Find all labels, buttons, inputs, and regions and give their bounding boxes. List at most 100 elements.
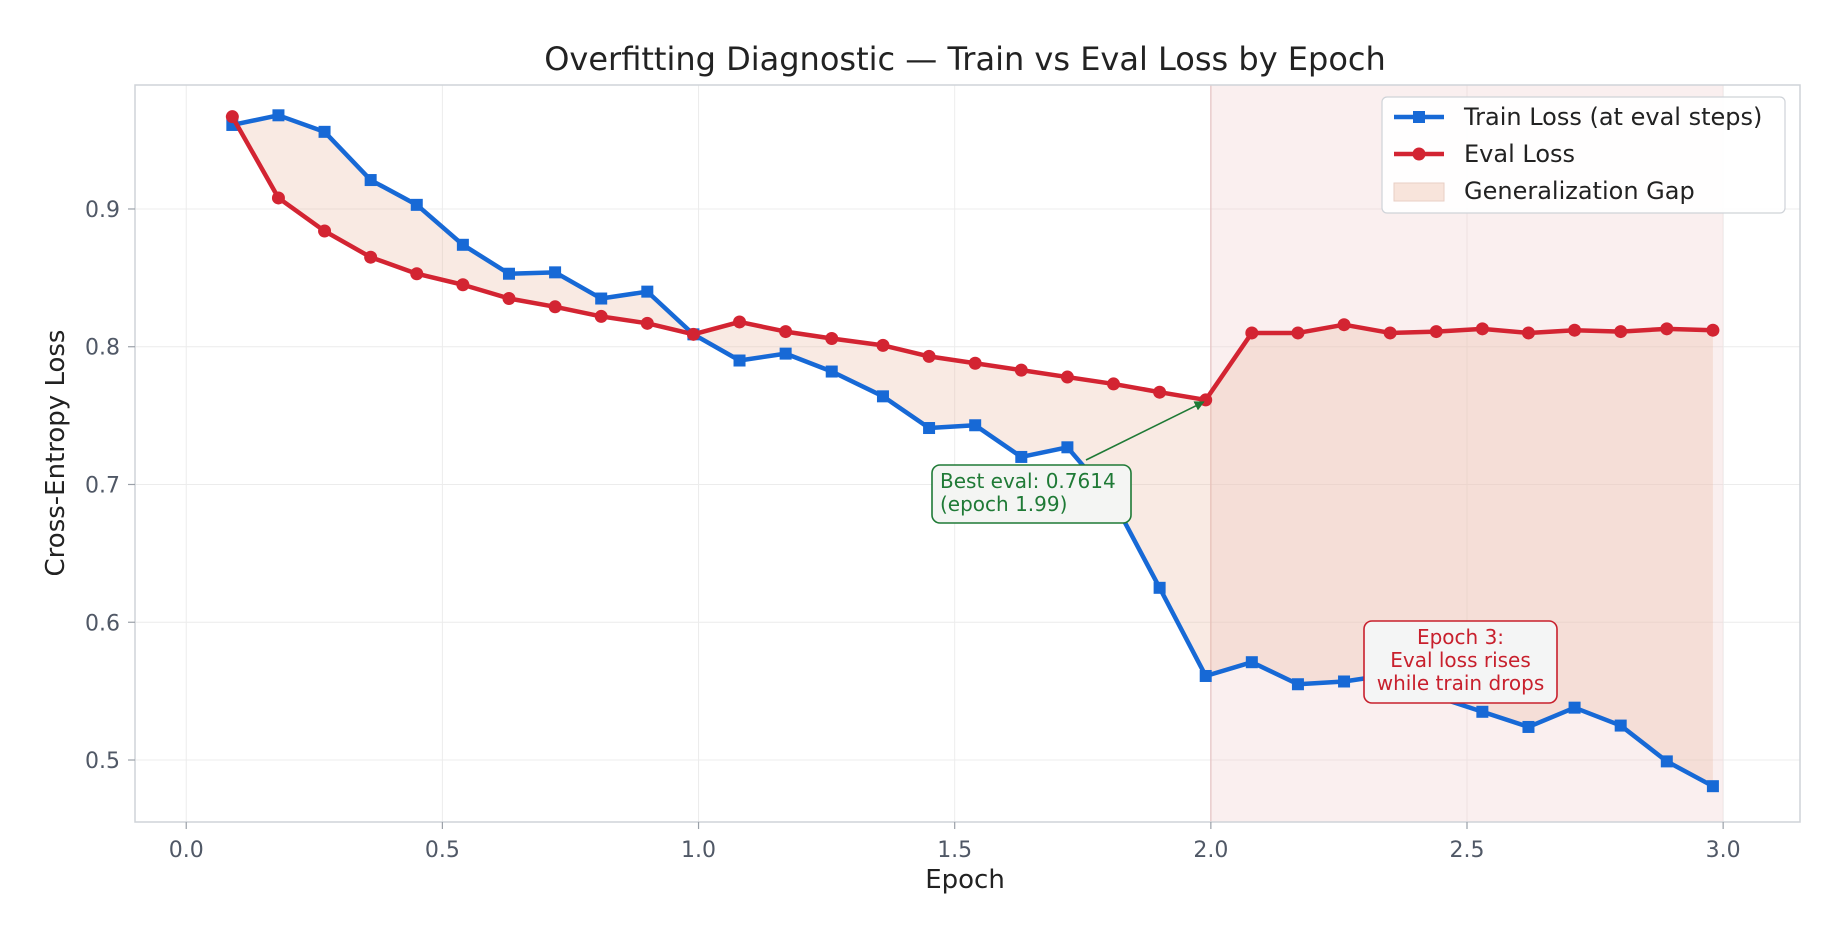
data-series — [225, 109, 1720, 793]
train-loss-point — [1706, 780, 1719, 793]
legend-generalization-gap-label: Generalization Gap — [1464, 177, 1695, 205]
eval-loss-point — [1706, 323, 1720, 337]
train-loss-point — [364, 174, 377, 187]
eval-loss-point — [686, 327, 700, 341]
eval-loss-point — [1337, 318, 1351, 332]
eval-loss-point — [1521, 326, 1535, 340]
x-tick-label: 0.0 — [169, 838, 204, 863]
train-loss-point — [876, 390, 889, 403]
train-loss-point — [825, 365, 838, 378]
generalization-gap-fill — [232, 115, 1713, 787]
eval-loss-point — [1199, 393, 1213, 407]
eval-loss-point — [1245, 326, 1259, 340]
eval-loss-point — [779, 325, 793, 339]
train-loss-point — [1476, 705, 1489, 718]
epoch-3-annotation-text: Epoch 3: — [1417, 625, 1504, 649]
train-loss-point — [226, 118, 239, 131]
eval-loss-point — [594, 309, 608, 323]
plot-frame — [134, 84, 1801, 823]
train-loss-point — [549, 266, 562, 279]
y-tick-label: 0.5 — [85, 749, 120, 774]
eval-loss-point — [456, 278, 470, 292]
train-loss-point — [1660, 755, 1673, 768]
train-loss-point — [1061, 441, 1074, 454]
x-tick-label: 2.5 — [1450, 838, 1485, 863]
best-eval-annotation-text: (epoch 1.99) — [940, 492, 1067, 516]
train-loss-point — [318, 125, 331, 138]
eval-loss-point — [1153, 385, 1167, 399]
eval-loss-point — [502, 292, 516, 306]
eval-loss-point — [640, 316, 654, 330]
train-loss-point — [1338, 675, 1351, 688]
best-eval-annotation-box — [931, 464, 1132, 524]
eval-loss-point — [876, 338, 890, 352]
eval-loss-point — [1060, 370, 1074, 384]
x-tick-label: 2.0 — [1193, 838, 1228, 863]
y-axis-label: Cross-Entropy Loss — [41, 330, 71, 577]
legend-train-loss-swatch-marker — [1413, 111, 1425, 123]
eval-loss-point — [364, 250, 378, 264]
eval-loss-point — [225, 110, 239, 124]
best-eval-annotation-text: Best eval: 0.7614 — [940, 469, 1116, 493]
train-loss-point — [456, 238, 469, 251]
train-loss-point — [641, 285, 654, 298]
train-loss-point — [410, 198, 423, 211]
train-loss-point — [969, 419, 982, 432]
best-eval-arrow — [1085, 401, 1205, 461]
epoch-3-annotation-text: Eval loss rises — [1390, 648, 1531, 672]
train-loss-point — [1614, 719, 1627, 732]
axes: 0.0 0.5 1.0 1.5 2.0 2.5 3.0 0.5 0.6 0.7 0.8 0.9 — [85, 84, 1801, 863]
x-axis-label: Epoch — [925, 865, 1005, 895]
train-loss-point — [1291, 678, 1304, 691]
train-loss-point — [779, 347, 792, 360]
legend-eval-loss-swatch-marker — [1412, 147, 1426, 161]
eval-loss-point — [1475, 322, 1489, 336]
train-loss-point — [595, 292, 608, 305]
eval-loss-point — [410, 267, 424, 281]
x-tick-label: 1.5 — [937, 838, 972, 863]
eval-loss-point — [1429, 325, 1443, 339]
y-tick-label: 0.8 — [85, 336, 120, 361]
eval-loss-point — [733, 315, 747, 329]
x-tick-label: 3.0 — [1706, 838, 1741, 863]
eval-loss-point — [1568, 323, 1582, 337]
train-loss-point — [1568, 701, 1581, 714]
train-loss-point — [1153, 581, 1166, 594]
train-loss-point — [1522, 720, 1535, 733]
y-tick-label: 0.7 — [85, 473, 120, 498]
eval-loss-point — [1107, 377, 1121, 391]
train-loss-point — [733, 354, 746, 367]
eval-loss-point — [1383, 326, 1397, 340]
legend[interactable]: Train Loss (at eval steps) Eval Loss Gener… — [1381, 96, 1786, 214]
eval-loss-point — [1291, 326, 1305, 340]
y-tick-label: 0.9 — [85, 198, 120, 223]
epoch-3-annotation-box — [1363, 620, 1558, 704]
annotations: Best eval: 0.7614(epoch 1.99) Epoch 3:Eva… — [931, 401, 1558, 704]
legend-generalization-gap-swatch — [1393, 182, 1445, 202]
epoch-3-annotation-text: while train drops — [1377, 671, 1545, 695]
eval-loss-point — [1014, 363, 1028, 377]
eval-loss-point — [318, 224, 332, 238]
x-tick-label: 0.5 — [425, 838, 460, 863]
chart-title: Overfitting Diagnostic — Train vs Eval L… — [544, 40, 1386, 78]
eval-loss-point — [922, 349, 936, 363]
eval-loss-point — [968, 356, 982, 370]
eval-loss-point — [271, 191, 285, 205]
train-loss-point — [923, 422, 936, 435]
train-loss-point — [1245, 656, 1258, 669]
train-loss-point — [502, 267, 515, 280]
legend-eval-loss-label: Eval Loss — [1464, 140, 1575, 168]
x-tick-label: 1.0 — [681, 838, 716, 863]
legend-box — [1381, 96, 1786, 214]
legend-train-loss-label: Train Loss (at eval steps) — [1463, 103, 1762, 131]
eval-loss-point — [825, 331, 839, 345]
eval-loss-point — [548, 300, 562, 314]
eval-loss-point — [1660, 322, 1674, 336]
y-tick-label: 0.6 — [85, 611, 120, 636]
train-loss-point — [1015, 450, 1028, 463]
eval-loss-point — [1614, 325, 1628, 339]
train-loss-point — [1199, 669, 1212, 682]
train-loss-point — [272, 109, 285, 122]
